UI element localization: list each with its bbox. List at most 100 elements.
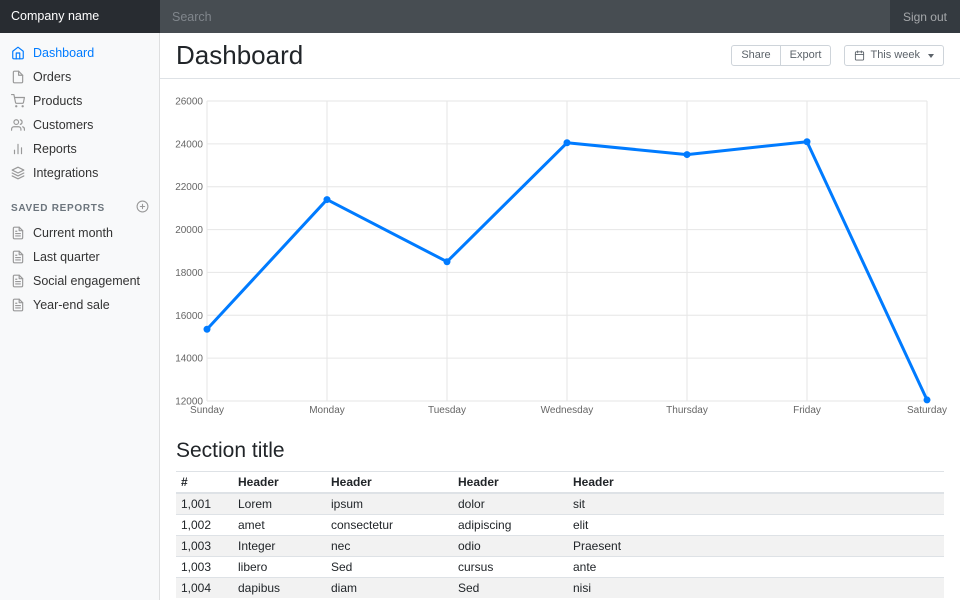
export-button[interactable]: Export — [779, 45, 832, 66]
table-row: 1,004 dapibus diam Sed nisi — [176, 577, 944, 598]
sidebar-item-customers[interactable]: Customers — [0, 113, 160, 137]
saved-report-year-end-sale[interactable]: Year-end sale — [0, 293, 160, 317]
table-cell: diam — [326, 577, 453, 598]
top-navbar: Company name Sign out — [0, 0, 960, 33]
calendar-icon — [854, 50, 865, 61]
sidebar-item-products[interactable]: Products — [0, 89, 160, 113]
svg-text:16000: 16000 — [175, 311, 203, 322]
chevron-down-icon — [928, 53, 934, 58]
sidebar-item-label: Last quarter — [33, 250, 100, 264]
table-cell: libero — [233, 556, 326, 578]
table-cell: consectetur — [326, 514, 453, 536]
sidebar-item-label: Social engagement — [33, 274, 141, 288]
brand[interactable]: Company name — [0, 0, 160, 33]
main-content: Dashboard Share Export This week 12000 14… — [160, 0, 960, 598]
sidebar-item-integrations[interactable]: Integrations — [0, 161, 160, 185]
svg-text:22000: 22000 — [175, 182, 203, 193]
file-text-icon — [11, 226, 25, 240]
table-cell: 1,002 — [176, 514, 233, 536]
svg-text:Monday: Monday — [309, 405, 345, 416]
sidebar-item-reports[interactable]: Reports — [0, 137, 160, 161]
add-report-button[interactable] — [136, 200, 149, 216]
list-item: Social engagement — [0, 269, 160, 293]
page-title: Dashboard — [176, 40, 304, 70]
sales-chart: 12000 14000 16000 18000 20000 22000 24000 26000… — [175, 97, 947, 417]
table-cell: dolor — [453, 492, 568, 515]
table-header-cell: Header — [326, 471, 453, 494]
layers-icon — [11, 166, 25, 180]
list-item: Last quarter — [0, 245, 160, 269]
list-item: Products — [0, 89, 160, 113]
table-cell: Sed — [453, 577, 568, 598]
svg-text:Tuesday: Tuesday — [428, 405, 466, 416]
sidebar-item-label: Orders — [33, 70, 72, 84]
table-body: 1,001 Lorem ipsum dolor sit 1,002 amet consecte… — [176, 492, 944, 598]
saved-report-social-engagement[interactable]: Social engagement — [0, 269, 160, 293]
sidebar-nav: Dashboard Orders Products Customers Reports I… — [0, 41, 160, 185]
file-text-icon — [11, 274, 25, 288]
table-row: 1,003 libero Sed cursus ante — [176, 556, 944, 578]
table-row: 1,001 Lorem ipsum dolor sit — [176, 492, 944, 515]
page-header: Dashboard Share Export This week — [160, 33, 960, 79]
table-cell: Praesent — [568, 535, 944, 557]
table-header-cell: Header — [453, 471, 568, 494]
search-input[interactable] — [160, 0, 890, 33]
list-item: Integrations — [0, 161, 160, 185]
list-item: Customers — [0, 113, 160, 137]
sidebar-item-label: Current month — [33, 226, 113, 240]
svg-text:20000: 20000 — [175, 225, 203, 236]
saved-report-current-month[interactable]: Current month — [0, 221, 160, 245]
bar-chart-2-icon — [11, 142, 25, 156]
sidebar-item-dashboard[interactable]: Dashboard — [0, 41, 160, 65]
file-text-icon — [11, 298, 25, 312]
file-icon — [11, 70, 25, 84]
table-row: 1,002 amet consectetur adipiscing elit — [176, 514, 944, 536]
share-button[interactable]: Share — [731, 45, 781, 66]
table-cell: nec — [326, 535, 453, 557]
table-cell: amet — [233, 514, 326, 536]
list-item: Orders — [0, 65, 160, 89]
table-header-row: # Header Header Header Header — [176, 471, 944, 494]
sidebar: Dashboard Orders Products Customers Reports I… — [0, 33, 160, 600]
sidebar-item-label: Customers — [33, 118, 94, 132]
plus-circle-icon — [136, 200, 149, 216]
section-title: Section title — [176, 439, 285, 462]
chart-area: 12000 14000 16000 18000 20000 22000 24000 26000… — [160, 91, 960, 421]
table-cell: ante — [568, 556, 944, 578]
users-icon — [11, 118, 25, 132]
table-cell: 1,001 — [176, 492, 233, 515]
svg-text:Friday: Friday — [793, 405, 821, 416]
saved-report-last-quarter[interactable]: Last quarter — [0, 245, 160, 269]
table-cell: 1,003 — [176, 556, 233, 578]
table-header-cell: Header — [233, 471, 326, 494]
sidebar-item-label: Products — [33, 94, 83, 108]
table-cell: nisi — [568, 577, 944, 598]
list-item: Reports — [0, 137, 160, 161]
table-cell: elit — [568, 514, 944, 536]
sidebar-item-label: Integrations — [33, 166, 99, 180]
sign-out-link[interactable]: Sign out — [902, 9, 947, 24]
table-cell: cursus — [453, 556, 568, 578]
table-cell: Integer — [233, 535, 326, 557]
svg-text:24000: 24000 — [175, 139, 203, 150]
table-cell: dapibus — [233, 577, 326, 598]
table-cell: adipiscing — [453, 514, 568, 536]
svg-text:14000: 14000 — [175, 354, 203, 365]
table-cell: Lorem — [233, 492, 326, 515]
home-icon — [11, 46, 25, 60]
svg-text:12000: 12000 — [175, 397, 203, 408]
table-cell: odio — [453, 535, 568, 557]
list-item: Dashboard — [0, 41, 160, 65]
shopping-cart-icon — [11, 94, 25, 108]
table-cell: 1,004 — [176, 577, 233, 598]
table-cell: ipsum — [326, 492, 453, 515]
list-item: Year-end sale — [0, 293, 160, 317]
list-item: Current month — [0, 221, 160, 245]
table-cell: 1,003 — [176, 535, 233, 557]
table-cell: sit — [568, 492, 944, 515]
table-cell: Sed — [326, 556, 453, 578]
period-dropdown-button[interactable]: This week — [844, 45, 944, 66]
sidebar-item-orders[interactable]: Orders — [0, 65, 160, 89]
svg-text:Saturday: Saturday — [907, 405, 947, 416]
file-text-icon — [11, 250, 25, 264]
